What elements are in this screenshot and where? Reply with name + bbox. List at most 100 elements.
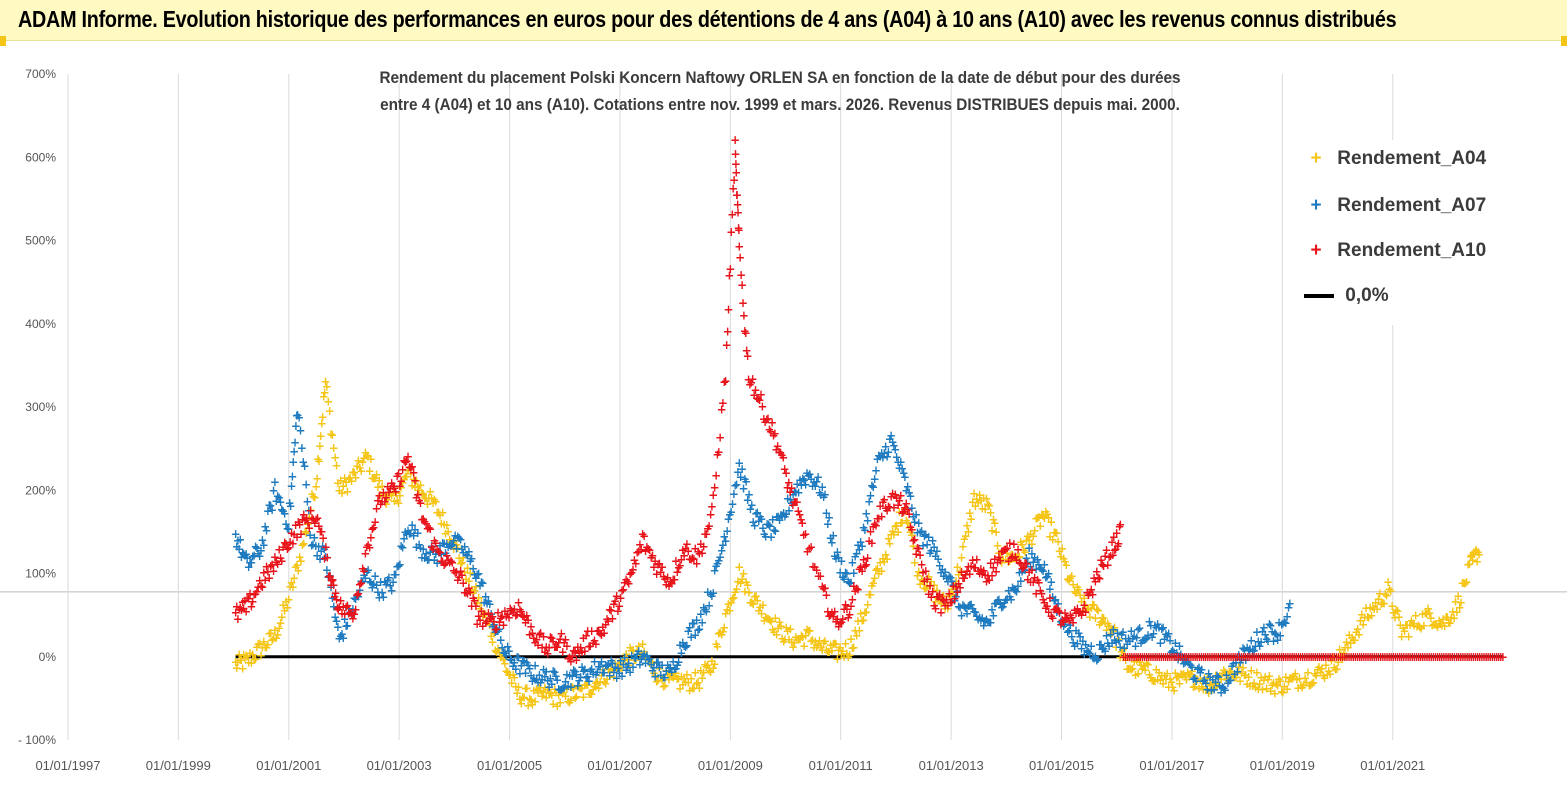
data-point: + — [1083, 602, 1093, 616]
data-point: + — [467, 583, 477, 597]
data-point: + — [714, 445, 724, 459]
data-point: + — [729, 591, 739, 605]
data-point: + — [1103, 636, 1113, 650]
data-point: + — [285, 580, 295, 594]
data-point: + — [918, 575, 928, 589]
data-point: + — [545, 686, 555, 700]
data-point: + — [1146, 619, 1156, 633]
data-point: + — [1001, 553, 1011, 567]
data-point: + — [240, 594, 250, 608]
data-point: + — [311, 539, 321, 553]
data-point: + — [830, 637, 840, 651]
data-point: + — [944, 569, 954, 583]
data-point: + — [629, 553, 639, 567]
data-point: + — [861, 605, 871, 619]
data-point: + — [714, 627, 724, 641]
data-point: + — [785, 492, 795, 506]
data-point: + — [380, 494, 390, 508]
data-point: + — [1157, 669, 1167, 683]
data-point: + — [1468, 553, 1478, 567]
data-point: + — [428, 496, 438, 510]
data-point: + — [930, 594, 940, 608]
data-point: + — [308, 513, 318, 527]
data-point: + — [1277, 684, 1287, 698]
data-point: + — [812, 474, 822, 488]
data-point: + — [984, 616, 994, 630]
data-point: + — [327, 428, 337, 442]
data-point: + — [774, 615, 784, 629]
data-point: + — [588, 667, 598, 681]
data-point: + — [371, 468, 381, 482]
data-point: + — [454, 551, 464, 565]
data-point: + — [772, 510, 782, 524]
data-point: + — [1220, 666, 1230, 680]
corner-marker-right — [1561, 36, 1567, 46]
data-point: + — [332, 601, 342, 615]
data-point: + — [783, 624, 793, 638]
data-point: + — [609, 670, 619, 684]
data-point: + — [1211, 675, 1221, 689]
data-point: + — [867, 479, 877, 493]
data-point: + — [1417, 607, 1427, 621]
data-point: + — [516, 696, 526, 710]
data-point: + — [494, 615, 504, 629]
data-point: + — [280, 535, 290, 549]
data-point: + — [618, 583, 628, 597]
data-point: + — [1315, 666, 1325, 680]
data-point: + — [1114, 634, 1124, 648]
data-point: + — [492, 645, 502, 659]
data-point: + — [1165, 634, 1175, 648]
data-point: + — [722, 524, 732, 538]
data-point: + — [570, 691, 580, 705]
data-point: + — [941, 598, 951, 612]
data-point: + — [447, 539, 457, 553]
data-point: + — [941, 571, 951, 585]
data-point: + — [1355, 613, 1365, 627]
data-point: + — [798, 630, 808, 644]
data-point: + — [1115, 650, 1125, 664]
data-point: + — [1281, 616, 1291, 630]
data-point: + — [1257, 682, 1267, 696]
data-point: + — [449, 534, 459, 548]
data-point: + — [496, 651, 506, 665]
data-point: + — [540, 645, 550, 659]
legend-item-a04: + Rendement_A04 — [1300, 148, 1486, 172]
data-point: + — [1176, 647, 1186, 661]
data-point: + — [886, 528, 896, 542]
data-point: + — [636, 543, 646, 557]
data-point: + — [943, 601, 953, 615]
data-point: + — [893, 455, 903, 469]
data-point: + — [1194, 682, 1204, 696]
data-point: + — [263, 638, 273, 652]
data-point: + — [1174, 639, 1184, 653]
data-point: + — [290, 435, 300, 449]
data-point: + — [1007, 548, 1017, 562]
data-point: + — [1268, 676, 1278, 690]
data-point: + — [1059, 552, 1069, 566]
data-point: + — [901, 484, 911, 498]
data-point: + — [458, 550, 468, 564]
data-point: + — [667, 577, 677, 591]
data-point: + — [975, 488, 985, 502]
data-point: + — [1238, 641, 1248, 655]
data-point: + — [852, 546, 862, 560]
data-point: + — [1285, 671, 1295, 685]
data-point: + — [1165, 672, 1175, 686]
data-point: + — [685, 683, 695, 697]
data-point: + — [475, 579, 485, 593]
data-point: + — [1072, 637, 1082, 651]
data-point: + — [1191, 674, 1201, 688]
data-point: + — [355, 583, 365, 597]
data-point: + — [1255, 639, 1265, 653]
data-point: + — [496, 633, 506, 647]
data-point: + — [1325, 667, 1335, 681]
data-point: + — [694, 681, 704, 695]
data-point: + — [750, 519, 760, 533]
data-point: + — [389, 494, 399, 508]
data-point: + — [609, 597, 619, 611]
data-point: + — [1221, 672, 1231, 686]
data-point: + — [286, 479, 296, 493]
data-point: + — [872, 452, 882, 466]
data-point: + — [280, 603, 290, 617]
data-point: + — [622, 574, 632, 588]
